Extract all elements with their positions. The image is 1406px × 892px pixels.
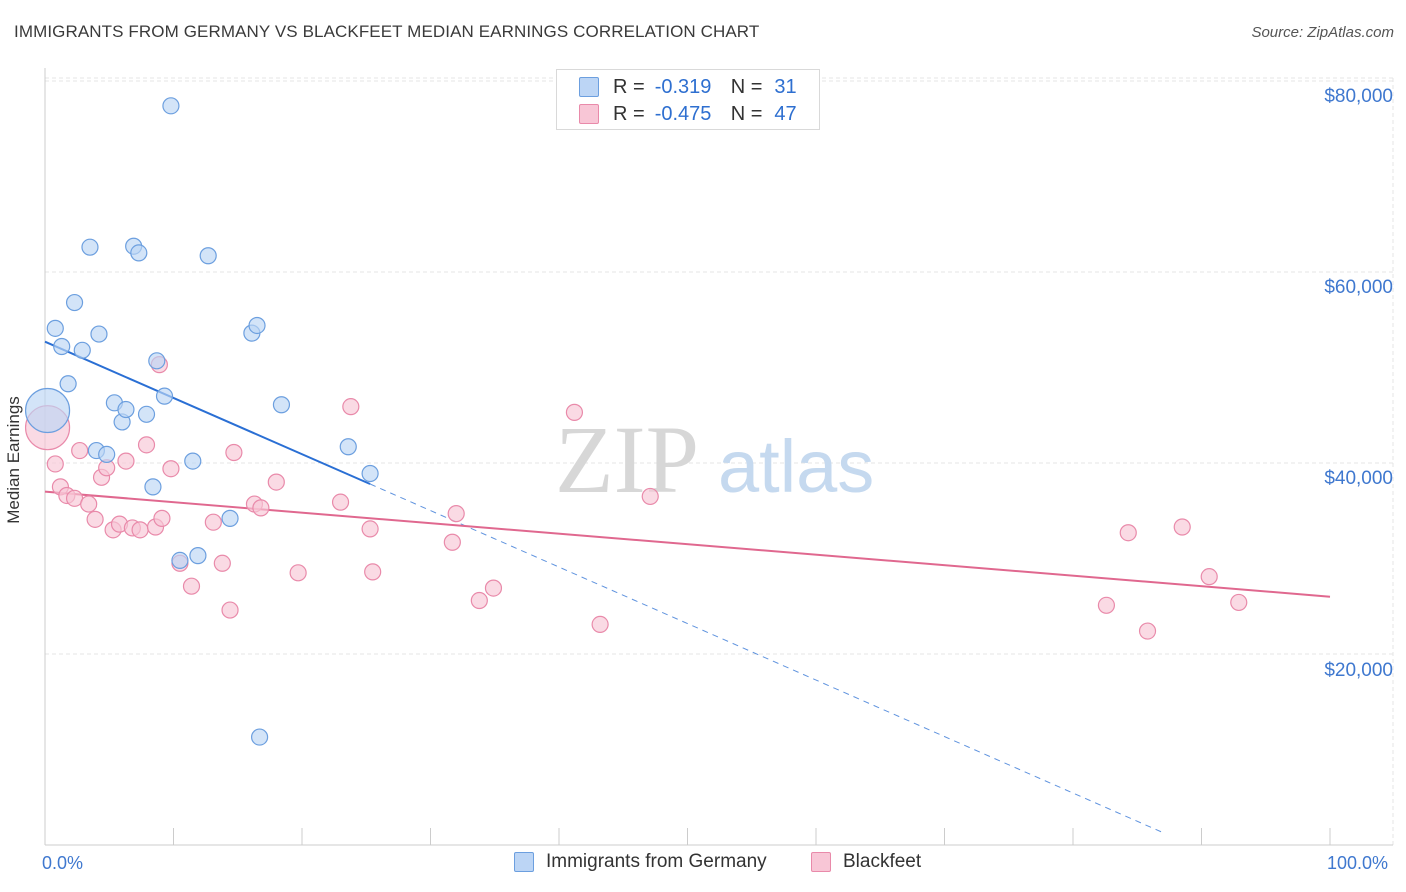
point-blackfeet[interactable] <box>267 473 285 491</box>
point-germany[interactable] <box>171 551 189 570</box>
data-points <box>24 97 1248 746</box>
r-label: R = <box>613 75 645 98</box>
point-blackfeet[interactable] <box>565 403 584 421</box>
point-blackfeet[interactable] <box>117 452 135 470</box>
point-blackfeet[interactable] <box>182 577 201 595</box>
point-blackfeet[interactable] <box>364 563 382 581</box>
point-germany[interactable] <box>189 547 207 565</box>
trendline-germany-extension <box>369 483 1164 834</box>
point-germany[interactable] <box>81 238 99 256</box>
axes <box>44 68 1393 846</box>
point-blackfeet[interactable] <box>470 591 488 610</box>
n-value: 47 <box>774 102 797 125</box>
point-germany[interactable] <box>137 405 156 423</box>
legend-label: Blackfeet <box>843 851 922 872</box>
point-blackfeet[interactable] <box>221 601 239 619</box>
point-blackfeet[interactable] <box>361 520 379 538</box>
point-germany[interactable] <box>46 319 64 337</box>
point-germany[interactable] <box>184 452 202 470</box>
point-germany[interactable] <box>65 293 84 312</box>
x-tick-label: 0.0% <box>42 853 84 873</box>
point-blackfeet[interactable] <box>331 493 350 511</box>
series-legend: Immigrants from Germany Blackfeet <box>0 851 1406 877</box>
point-blackfeet[interactable] <box>46 455 64 473</box>
r-label: R = <box>613 102 645 125</box>
point-blackfeet[interactable] <box>86 510 104 528</box>
point-blackfeet[interactable] <box>162 460 180 478</box>
r-value: -0.319 <box>654 75 712 98</box>
blue-swatch-icon <box>514 852 534 872</box>
point-blackfeet[interactable] <box>131 521 149 539</box>
point-germany[interactable] <box>130 244 148 262</box>
point-blackfeet[interactable] <box>484 579 503 597</box>
legend-row-blackfeet: R = -0.475 N = 47 <box>579 101 797 127</box>
x-tick-label: 100.0% <box>1327 853 1389 873</box>
y-tick-label: $20,000 <box>1324 660 1393 681</box>
point-germany[interactable] <box>248 316 266 335</box>
point-germany[interactable] <box>250 728 269 746</box>
watermark-atlas: atlas <box>718 425 874 508</box>
point-blackfeet[interactable] <box>591 615 609 633</box>
point-germany[interactable] <box>162 97 180 115</box>
point-germany[interactable] <box>221 509 239 527</box>
correlation-legend: R = -0.319 N = 31 R = -0.475 N = 47 <box>556 69 820 130</box>
n-label: N = <box>730 75 763 98</box>
point-germany[interactable] <box>361 464 379 483</box>
point-blackfeet[interactable] <box>137 436 156 454</box>
y-axis-label: Median Earnings <box>4 396 23 524</box>
point-blackfeet[interactable] <box>1200 568 1218 586</box>
point-blackfeet[interactable] <box>1119 524 1137 542</box>
point-germany[interactable] <box>199 247 217 265</box>
pink-swatch-icon <box>811 852 831 872</box>
watermark: ZIP atlas <box>555 406 874 513</box>
point-germany[interactable] <box>53 337 71 356</box>
point-blackfeet[interactable] <box>342 398 360 416</box>
point-blackfeet[interactable] <box>153 509 171 527</box>
y-tick-label: $60,000 <box>1324 277 1393 298</box>
legend-item-germany[interactable]: Immigrants from Germany <box>514 851 767 873</box>
chart-title: IMMIGRANTS FROM GERMANY VS BLACKFEET MED… <box>14 22 760 41</box>
point-blackfeet[interactable] <box>225 443 243 462</box>
point-germany[interactable] <box>272 396 291 414</box>
point-germany[interactable] <box>117 400 135 419</box>
point-blackfeet[interactable] <box>1097 596 1116 614</box>
watermark-zip: ZIP <box>555 406 699 513</box>
gridlines <box>45 77 1394 845</box>
point-blackfeet[interactable] <box>71 441 89 460</box>
point-germany[interactable] <box>90 325 108 343</box>
point-blackfeet[interactable] <box>1173 518 1191 536</box>
point-germany[interactable] <box>24 387 71 434</box>
n-value: 31 <box>774 75 797 98</box>
y-tick-label: $40,000 <box>1324 468 1393 489</box>
point-blackfeet[interactable] <box>80 495 98 513</box>
point-blackfeet[interactable] <box>443 533 461 551</box>
point-germany[interactable] <box>98 445 116 464</box>
point-germany[interactable] <box>155 387 174 405</box>
point-germany[interactable] <box>59 375 77 393</box>
legend-item-blackfeet[interactable]: Blackfeet <box>811 851 921 873</box>
trendline-germany <box>44 340 371 485</box>
point-germany[interactable] <box>73 341 91 359</box>
point-blackfeet[interactable] <box>1230 593 1248 612</box>
point-germany[interactable] <box>144 478 162 496</box>
point-blackfeet[interactable] <box>252 499 270 517</box>
legend-label: Immigrants from Germany <box>546 851 767 872</box>
y-tick-label: $80,000 <box>1324 86 1393 107</box>
r-value: -0.475 <box>654 102 712 125</box>
point-blackfeet[interactable] <box>289 564 307 582</box>
point-blackfeet[interactable] <box>204 513 222 531</box>
point-blackfeet[interactable] <box>213 554 231 572</box>
point-germany[interactable] <box>339 438 357 456</box>
pink-swatch-icon <box>579 104 599 124</box>
source-label: Source: ZipAtlas.com <box>1251 24 1394 41</box>
blue-swatch-icon <box>579 77 599 97</box>
point-germany[interactable] <box>148 352 166 370</box>
point-blackfeet[interactable] <box>1138 622 1157 640</box>
legend-row-germany: R = -0.319 N = 31 <box>579 74 797 100</box>
point-blackfeet[interactable] <box>447 505 465 523</box>
n-label: N = <box>730 102 763 125</box>
point-blackfeet[interactable] <box>641 487 659 506</box>
